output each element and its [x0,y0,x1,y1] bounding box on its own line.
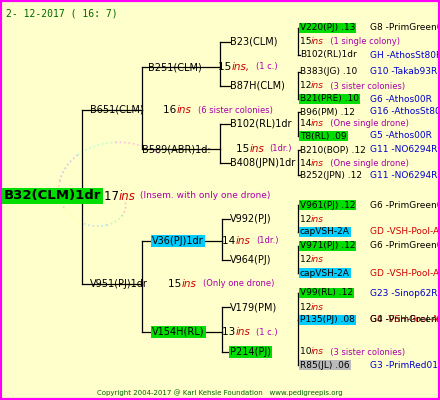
Text: P135(PJ) .08: P135(PJ) .08 [300,316,355,324]
Text: B252(JPN) .12: B252(JPN) .12 [300,170,362,180]
Text: B87H(CLM): B87H(CLM) [230,81,285,91]
Text: ins: ins [311,158,324,168]
Text: B251(CLM): B251(CLM) [148,62,202,72]
Text: V964(PJ): V964(PJ) [230,255,271,265]
Text: B383(JG) .10: B383(JG) .10 [300,68,357,76]
Text: 12: 12 [300,256,314,264]
Text: GD -VSH-Pool-AR: GD -VSH-Pool-AR [370,268,440,278]
Text: (3 sister colonies): (3 sister colonies) [325,82,405,90]
Text: Copyright 2004-2017 @ Karl Kehsle Foundation   www.pedigreepis.org: Copyright 2004-2017 @ Karl Kehsle Founda… [97,389,343,396]
Text: V179(PM): V179(PM) [230,302,277,312]
Text: V220(PJ) .13: V220(PJ) .13 [300,24,356,32]
Text: V36(PJ)1dr: V36(PJ)1dr [152,236,204,246]
Text: ins: ins [182,279,197,289]
Text: capVSH-2B: capVSH-2B [300,316,350,324]
Text: ins: ins [311,302,324,312]
Text: G6 -PrimGreen00: G6 -PrimGreen00 [370,242,440,250]
Text: T8(RL) .09: T8(RL) .09 [300,132,347,140]
Text: (Only one drone): (Only one drone) [203,280,275,288]
Text: 2- 12-2017 ( 16: 7): 2- 12-2017 ( 16: 7) [6,8,117,18]
Text: ins: ins [311,348,324,356]
Text: (One single drone): (One single drone) [325,158,409,168]
Text: GD -VSH-Pool-AR: GD -VSH-Pool-AR [370,228,440,236]
Text: G3 -PrimRed01: G3 -PrimRed01 [370,360,438,370]
Text: 10: 10 [300,348,314,356]
Text: capVSH-2A: capVSH-2A [300,268,350,278]
Text: 17: 17 [104,190,123,202]
Text: G10 -Takab93R: G10 -Takab93R [370,68,437,76]
Text: ins: ins [236,327,251,337]
Text: V961(PJ) .12: V961(PJ) .12 [300,200,356,210]
Text: G5 -Athos00R: G5 -Athos00R [370,132,432,140]
Text: ins: ins [250,144,265,154]
Text: ins: ins [177,105,192,115]
Text: P214(PJ): P214(PJ) [230,347,271,357]
Text: capVSH-2A: capVSH-2A [300,228,350,236]
Text: V992(PJ): V992(PJ) [230,214,271,224]
Text: 15: 15 [168,279,184,289]
Text: 15: 15 [300,38,314,46]
Text: G6 -Athos00R: G6 -Athos00R [370,94,432,104]
Text: (3 sister colonies): (3 sister colonies) [325,348,405,356]
Text: G0 -VSH-Pool-AR: G0 -VSH-Pool-AR [370,316,440,324]
Text: ins: ins [311,120,324,128]
Text: (Insem. with only one drone): (Insem. with only one drone) [140,192,270,200]
Text: G16 -AthosSt80R: G16 -AthosSt80R [370,108,440,116]
Text: ins: ins [311,38,324,46]
Text: B210(BOP) .12: B210(BOP) .12 [300,146,366,154]
Text: R85(JL) .06: R85(JL) .06 [300,360,350,370]
Text: 12: 12 [300,82,314,90]
Text: V99(RL) .12: V99(RL) .12 [300,288,353,298]
Text: (One single drone): (One single drone) [325,120,409,128]
Text: 14: 14 [300,120,314,128]
Text: GH -AthosSt80R: GH -AthosSt80R [370,50,440,60]
Text: (1dr.): (1dr.) [256,236,279,246]
Text: B96(PM) .12: B96(PM) .12 [300,108,355,116]
Text: ins,: ins, [232,62,250,72]
Text: G8 -PrimGreen00: G8 -PrimGreen00 [370,24,440,32]
Text: ins: ins [236,236,251,246]
Text: 15: 15 [218,62,235,72]
Text: V971(PJ) .12: V971(PJ) .12 [300,242,356,250]
Text: G6 -PrimGreen00: G6 -PrimGreen00 [370,200,440,210]
Text: B32(CLM)1dr: B32(CLM)1dr [4,190,101,202]
Text: B102(RL)1dr: B102(RL)1dr [300,50,357,60]
Text: ins: ins [311,214,324,224]
Text: 14: 14 [300,158,314,168]
Text: (1 single colony): (1 single colony) [325,38,400,46]
Text: (1 c.): (1 c.) [256,328,278,336]
Text: B21(PRE) .10: B21(PRE) .10 [300,94,359,104]
Text: G23 -Sinop62R: G23 -Sinop62R [370,288,437,298]
Text: B651(CLM): B651(CLM) [90,105,143,115]
Text: 12: 12 [300,214,314,224]
Text: B408(JPN)1dr: B408(JPN)1dr [230,158,295,168]
Text: 12: 12 [300,302,314,312]
Text: 14: 14 [222,236,238,246]
Text: G11 -NO6294R: G11 -NO6294R [370,146,437,154]
Text: B23(CLM): B23(CLM) [230,37,278,47]
Text: G11 -NO6294R: G11 -NO6294R [370,170,437,180]
Text: 13: 13 [222,327,238,337]
Text: G4 -PrimGreen00: G4 -PrimGreen00 [370,316,440,324]
Text: V951(PJ)1dr: V951(PJ)1dr [90,279,148,289]
Text: (1 c.): (1 c.) [256,62,278,72]
Text: 15: 15 [236,144,253,154]
Text: ins: ins [311,82,324,90]
Text: ins: ins [311,256,324,264]
Text: B589(ABR)1d:: B589(ABR)1d: [142,144,211,154]
Text: (1dr.): (1dr.) [269,144,291,154]
Text: B102(RL)1dr: B102(RL)1dr [230,119,291,129]
Text: (6 sister colonies): (6 sister colonies) [198,106,273,114]
Text: ins: ins [119,190,136,202]
Text: 16: 16 [163,105,180,115]
Text: V154H(RL): V154H(RL) [152,327,205,337]
